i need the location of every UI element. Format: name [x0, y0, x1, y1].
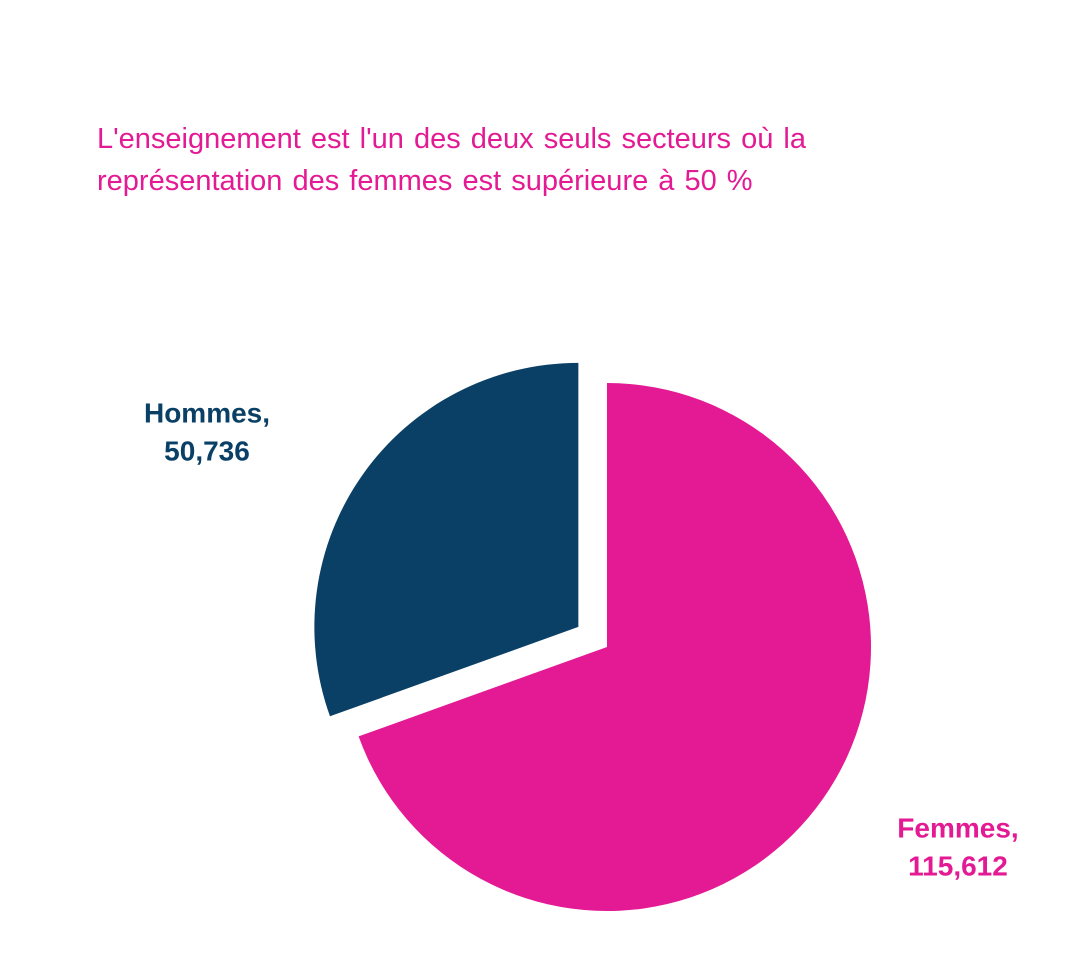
- value-label: 115,612: [908, 850, 1008, 881]
- value-label: 50,736: [164, 435, 250, 466]
- slice-label: Femmes,: [897, 812, 1018, 843]
- pie-slice: [358, 383, 872, 911]
- chart-title: L'enseignement est l'un des deux seuls s…: [97, 123, 806, 197]
- pie-slice: [314, 362, 579, 717]
- slice-label: Hommes,: [144, 397, 270, 428]
